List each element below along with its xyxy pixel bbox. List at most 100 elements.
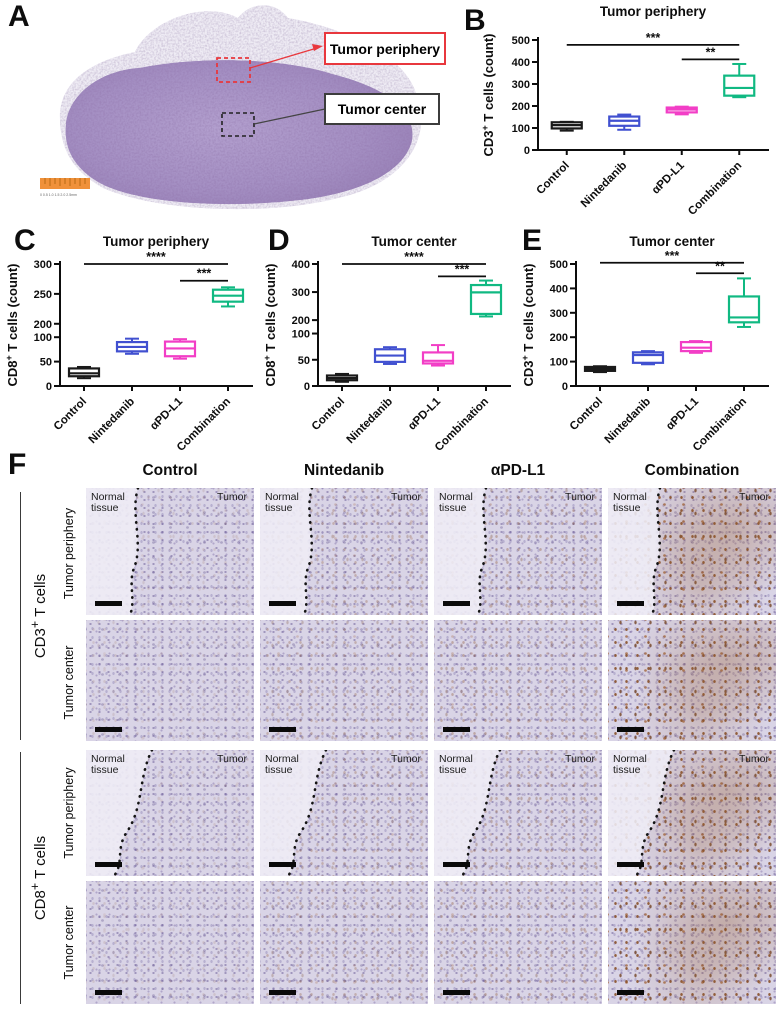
svg-text:Control: Control xyxy=(534,160,571,197)
svg-text:400: 400 xyxy=(292,259,310,271)
svg-text:200: 200 xyxy=(292,315,310,327)
svg-text:0: 0 xyxy=(304,381,310,393)
image-scale-bar xyxy=(269,727,296,732)
ihc-tile-cd3-center-nintedanib xyxy=(260,620,428,741)
svg-text:Nintedanib: Nintedanib xyxy=(603,396,654,447)
svg-text:Nintedanib: Nintedanib xyxy=(345,396,396,447)
tissue-boundary-overlay xyxy=(434,750,502,876)
tumor-center-label-box xyxy=(324,93,440,125)
svg-text:300: 300 xyxy=(292,287,310,299)
dab-staining-dots xyxy=(608,881,776,1004)
normal-tissue-label: Normal tissue xyxy=(265,491,299,515)
svg-text:Tumor periphery: Tumor periphery xyxy=(600,4,707,19)
svg-text:CD8+ T cells (count): CD8+ T cells (count) xyxy=(262,263,278,386)
column-header-control: Control xyxy=(142,462,198,479)
image-scale-bar xyxy=(617,601,644,606)
svg-text:****: **** xyxy=(146,250,166,264)
image-scale-bar xyxy=(269,862,296,867)
svg-text:Combination: Combination xyxy=(686,160,744,218)
dab-staining-wash xyxy=(260,881,428,1004)
row-label-cd8-periphery: Tumor periphery xyxy=(62,767,76,859)
dab-staining-wash xyxy=(608,881,776,1004)
svg-text:100: 100 xyxy=(512,123,530,135)
tumor-label: Tumor xyxy=(565,753,595,765)
tumor-label: Tumor xyxy=(739,753,769,765)
normal-tissue-label: Normal tissue xyxy=(613,491,647,515)
cd3-group-bracket xyxy=(20,492,21,740)
svg-text:***: *** xyxy=(455,262,470,276)
svg-text:****: **** xyxy=(404,250,424,264)
dab-staining-dots xyxy=(260,620,428,741)
ihc-tile-cd8-center-combination xyxy=(608,881,776,1004)
cd8-label-sup: + xyxy=(28,882,42,891)
svg-text:250: 250 xyxy=(34,289,52,301)
tissue-boundary-overlay xyxy=(260,750,328,876)
scale-ruler: 0 0.5 1.0 1.5 2.0 2.5mm xyxy=(40,178,90,197)
row-group-label-cd8: CD8+ T cells xyxy=(28,752,49,1004)
periphery-connector-line xyxy=(249,47,318,69)
svg-text:CD8+ T cells (count): CD8+ T cells (count) xyxy=(4,263,20,386)
svg-text:300: 300 xyxy=(512,79,530,91)
svg-text:**: ** xyxy=(706,45,716,59)
histology-slide-image: Tumor periphery Tumor center 0 0.5 1.0 1… xyxy=(40,5,446,210)
image-scale-bar xyxy=(617,862,644,867)
dab-staining-wash xyxy=(86,620,254,741)
svg-text:Nintedanib: Nintedanib xyxy=(579,160,630,211)
ihc-tile-cd8-center-nintedanib xyxy=(260,881,428,1004)
tissue-boundary-overlay xyxy=(608,750,676,876)
svg-text:200: 200 xyxy=(512,101,530,113)
normal-tissue-label: Normal tissue xyxy=(439,491,473,515)
svg-text:500: 500 xyxy=(512,35,530,47)
tumor-periphery-sample-box xyxy=(216,57,251,83)
boxplot-cd3-tumor-center: Tumor center CD3+ T cells (count) 0 100 200 3… xyxy=(520,234,769,454)
svg-text:αPD-L1: αPD-L1 xyxy=(406,395,443,432)
panel-letter-d: D xyxy=(268,224,290,257)
ihc-tile-cd3-center-apdl1 xyxy=(434,620,602,741)
svg-text:Tumor center: Tumor center xyxy=(371,234,457,249)
panel-letter-c: C xyxy=(14,224,36,257)
svg-text:400: 400 xyxy=(550,283,568,295)
ihc-tile-cd8-center-apdl1 xyxy=(434,881,602,1004)
dab-staining-wash xyxy=(608,620,776,741)
svg-text:**: ** xyxy=(715,259,725,273)
row-label-cd3-periphery: Tumor periphery xyxy=(62,507,76,600)
tissue-boundary-overlay xyxy=(434,488,488,615)
normal-tissue-label: Normal tissue xyxy=(265,753,299,777)
dab-staining-wash xyxy=(434,620,602,741)
dab-staining-dots xyxy=(434,620,602,741)
svg-text:200: 200 xyxy=(34,319,52,331)
svg-text:***: *** xyxy=(665,249,680,263)
ihc-grid-cd8: Normal tissue Tumor Normal tissue Tumor Norm… xyxy=(86,750,776,1004)
dab-staining-dots xyxy=(260,881,428,1004)
boxplot-cd8-tumor-periphery: Tumor periphery CD8+ T cells (count) 0 50 10… xyxy=(4,234,253,454)
normal-tissue-label: Normal tissue xyxy=(439,753,473,777)
image-scale-bar xyxy=(443,727,470,732)
scale-ruler-text: 0 0.5 1.0 1.5 2.0 2.5mm xyxy=(40,193,77,197)
svg-text:0: 0 xyxy=(562,381,568,393)
ihc-tile-cd3-periphery-nintedanib: Normal tissue Tumor xyxy=(260,488,428,615)
image-scale-bar xyxy=(95,990,122,995)
svg-text:αPD-L1: αPD-L1 xyxy=(148,395,185,432)
image-scale-bar xyxy=(443,601,470,606)
tissue-boundary-overlay xyxy=(260,488,314,615)
svg-text:50: 50 xyxy=(40,357,52,369)
cd8-group-bracket xyxy=(20,752,21,1004)
ihc-tile-cd8-periphery-nintedanib: Normal tissue Tumor xyxy=(260,750,428,876)
center-connector-line xyxy=(253,108,326,125)
ihc-tile-cd3-periphery-combination: Normal tissue Tumor xyxy=(608,488,776,615)
image-scale-bar xyxy=(95,862,122,867)
ihc-tile-cd3-periphery-apdl1: Normal tissue Tumor xyxy=(434,488,602,615)
svg-text:***: *** xyxy=(646,31,661,45)
svg-text:500: 500 xyxy=(550,259,568,271)
image-scale-bar xyxy=(617,990,644,995)
tumor-label: Tumor xyxy=(391,753,421,765)
tumor-label: Tumor xyxy=(565,491,595,503)
image-scale-bar xyxy=(269,990,296,995)
dab-staining-dots xyxy=(608,620,776,741)
svg-text:300: 300 xyxy=(550,308,568,320)
svg-text:Tumor periphery: Tumor periphery xyxy=(103,234,210,249)
image-scale-bar xyxy=(269,601,296,606)
panel-letter-a: A xyxy=(8,0,30,33)
svg-text:Tumor center: Tumor center xyxy=(629,234,715,249)
dab-staining-dots xyxy=(434,881,602,1004)
